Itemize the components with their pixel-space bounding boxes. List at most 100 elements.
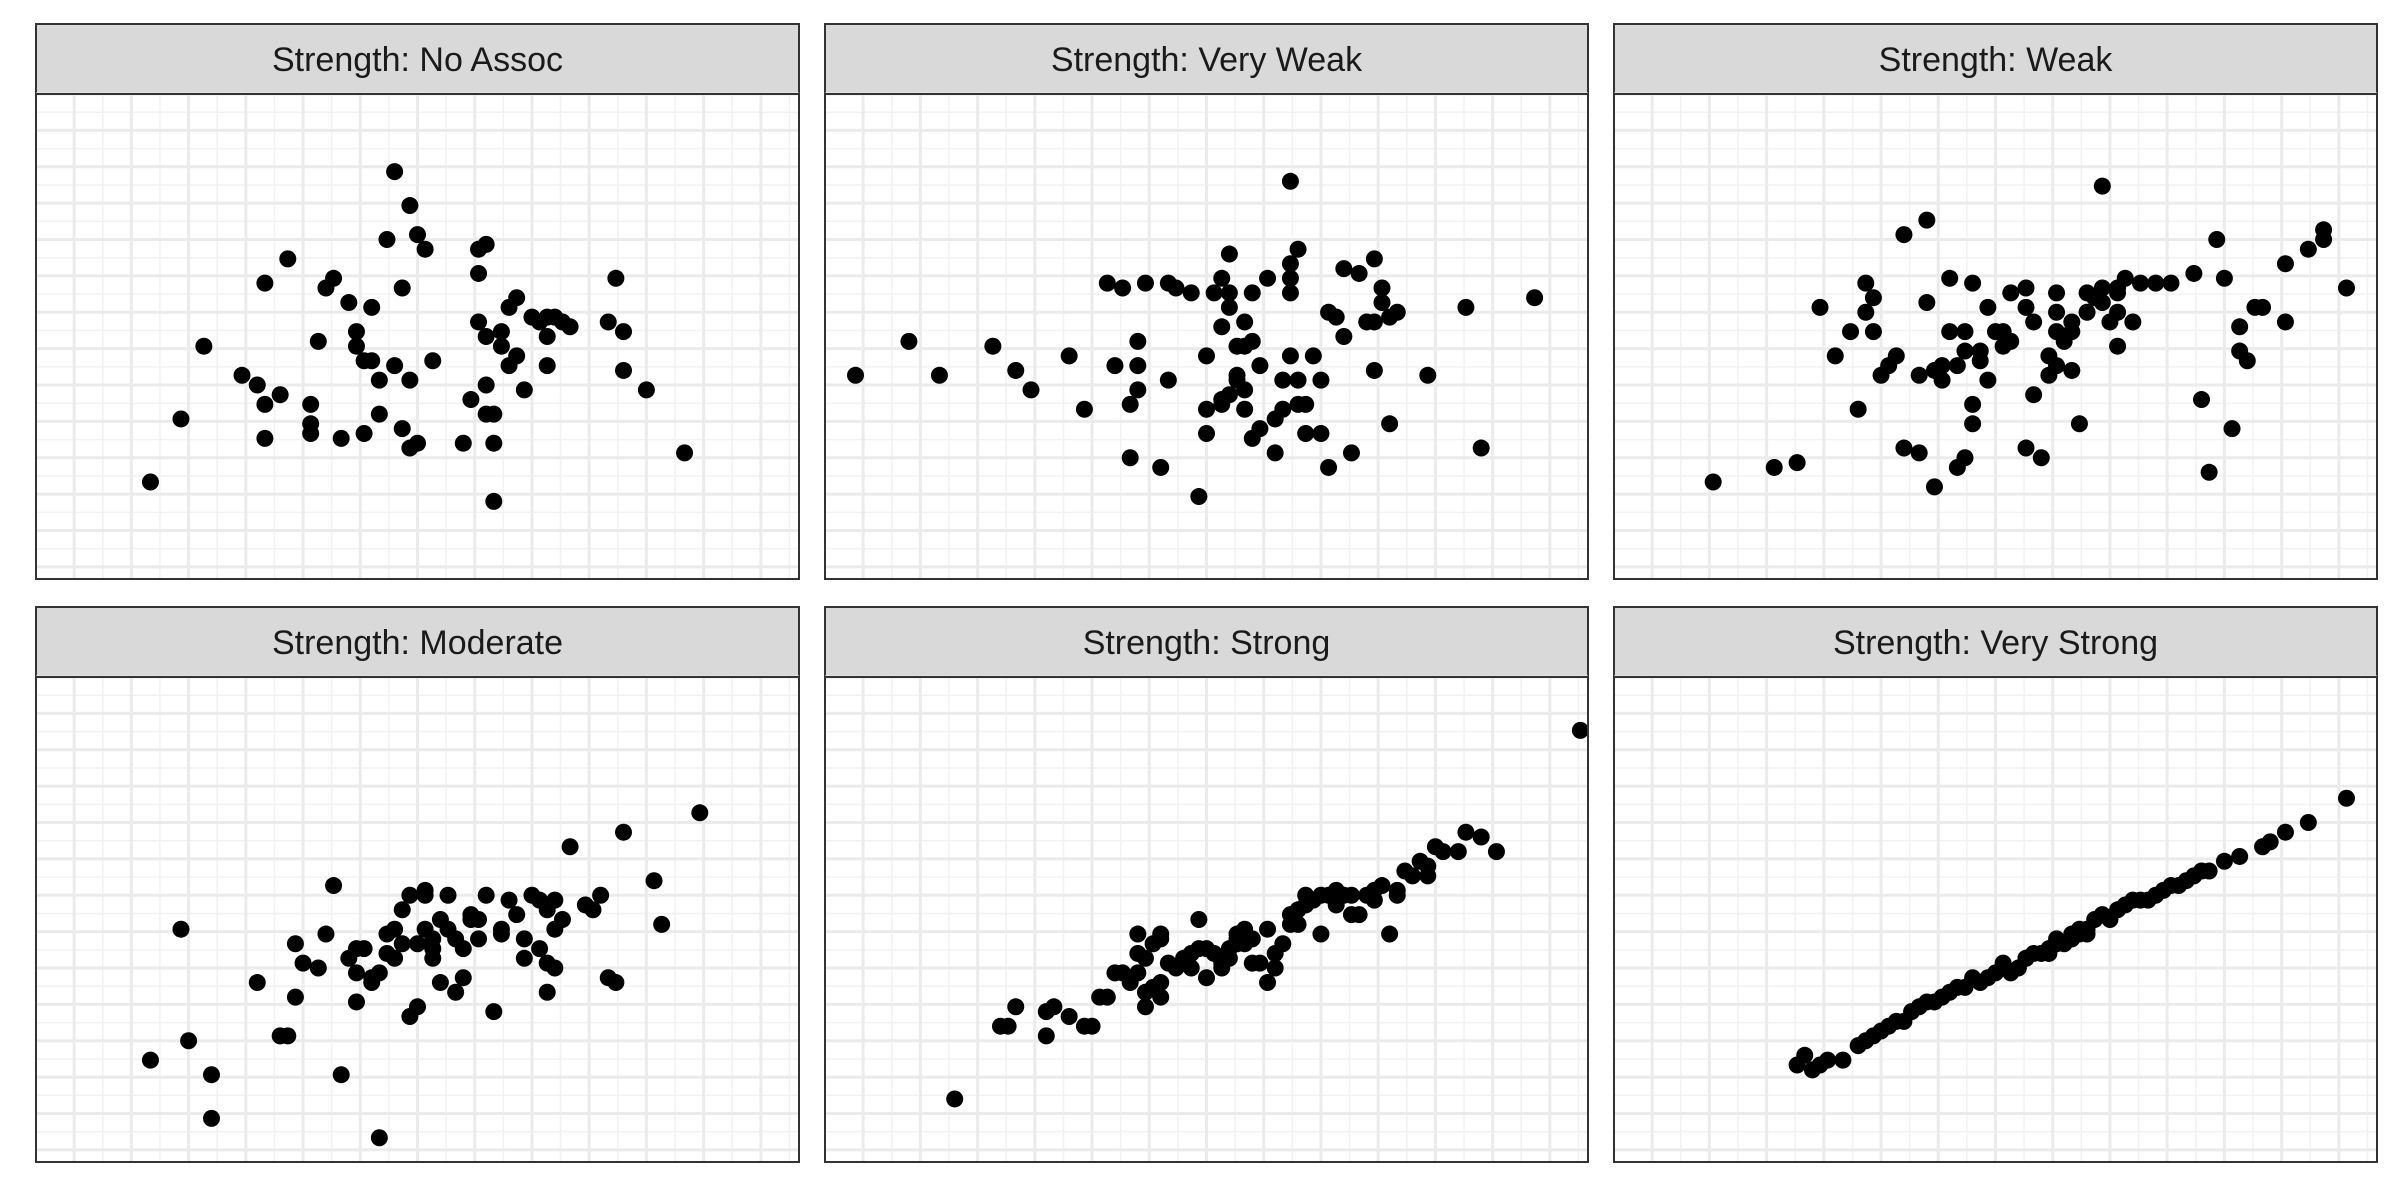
scatter-point <box>1381 925 1399 943</box>
scatter-point <box>1312 925 1330 943</box>
scatter-point <box>1297 425 1315 442</box>
scatter-point <box>1152 930 1170 948</box>
scatter-point <box>2193 391 2211 409</box>
scatter-point <box>347 993 365 1011</box>
scatter-point <box>691 804 709 822</box>
scatter-point <box>1320 458 1338 476</box>
scatter-point <box>1281 347 1299 365</box>
scatter-point <box>1571 721 1589 739</box>
scatter-point <box>1159 371 1177 389</box>
scatter-point <box>1213 318 1231 336</box>
scatter-point <box>1274 400 1292 418</box>
scatter-point <box>599 313 617 331</box>
scatter-point <box>470 313 488 331</box>
scatter-point <box>302 425 320 442</box>
scatter-point <box>1335 260 1353 278</box>
scatter-point <box>2116 269 2134 287</box>
scatter-point <box>900 332 918 350</box>
scatter-point <box>401 197 419 215</box>
facet-strip <box>35 23 800 95</box>
scatter-point <box>515 381 533 399</box>
scatter-point <box>1857 303 1875 321</box>
scatter-point <box>1765 458 1783 476</box>
scatter-point <box>2093 177 2111 195</box>
scatter-point <box>485 434 503 452</box>
scatter-point <box>615 323 633 341</box>
scatter-point <box>508 347 526 365</box>
scatter-point <box>2093 279 2111 297</box>
scatter-point <box>454 969 472 987</box>
scatter-point <box>424 352 442 370</box>
scatter-point <box>1956 449 1974 467</box>
scatter-point <box>1842 323 1860 341</box>
scatter-point <box>409 226 426 244</box>
scatter-point <box>1281 269 1299 287</box>
scatter-point <box>1259 920 1277 938</box>
scatter-point <box>294 954 312 972</box>
scatter-point <box>2200 463 2218 481</box>
scatter-point <box>416 240 434 258</box>
scatter-point <box>1373 294 1391 312</box>
scatter-point <box>1449 843 1467 861</box>
scatter-point <box>1864 289 1882 307</box>
scatter-point <box>676 444 694 462</box>
scatter-point <box>1152 974 1170 992</box>
scatter-point <box>515 930 533 948</box>
scatter-point <box>393 901 411 919</box>
facet-title: Strength: Very Weak <box>1051 41 1363 79</box>
scatter-point <box>393 935 411 953</box>
scatter-point <box>1864 323 1882 341</box>
scatter-point <box>2048 357 2066 375</box>
scatter-point <box>401 886 419 904</box>
scatter-point <box>1075 400 1093 418</box>
scatter-point <box>1419 857 1437 875</box>
scatter-point <box>1964 395 1982 413</box>
scatter-point <box>508 906 526 924</box>
scatter-point <box>1849 400 1867 418</box>
scatter-point <box>256 274 274 292</box>
scatter-point <box>386 949 404 967</box>
scatter-points <box>847 172 1544 506</box>
scatter-point <box>2002 284 2020 302</box>
scatter-point <box>202 1066 220 1084</box>
scatter-point <box>309 332 327 350</box>
scatter-point <box>2025 386 2043 404</box>
scatter-point <box>1457 823 1475 841</box>
scatter-point <box>1487 843 1505 861</box>
scatter-point <box>1404 867 1422 885</box>
scatter-point <box>2070 415 2088 433</box>
scatter-point <box>271 386 289 404</box>
scatter-point <box>2185 264 2203 282</box>
scatter-point <box>2025 313 2043 331</box>
scatter-point <box>492 925 510 943</box>
scatter-point <box>370 1129 388 1147</box>
facet-panel-1: Strength: No Assoc <box>35 23 800 580</box>
scatter-point <box>2032 449 2050 467</box>
scatter-point <box>1327 308 1345 326</box>
scatter-point <box>454 434 472 452</box>
scatter-point <box>1083 1017 1101 1035</box>
scatter-point <box>2048 284 2066 302</box>
scatter-point <box>233 366 251 384</box>
scatter-point <box>1129 925 1147 943</box>
scatter-point <box>1129 964 1147 982</box>
scatter-point <box>340 294 358 312</box>
scatter-point <box>332 429 350 447</box>
scatter-point <box>1964 415 1982 433</box>
scatter-point <box>1381 415 1399 433</box>
scatter-point <box>1098 988 1116 1006</box>
scatter-point <box>1243 284 1261 302</box>
scatter-point <box>1236 400 1254 418</box>
scatter-point <box>2200 862 2218 880</box>
scatter-points <box>141 163 694 510</box>
scatter-point <box>1136 274 1154 292</box>
scatter-point <box>984 337 1002 355</box>
scatter-point <box>645 872 663 890</box>
scatter-point <box>1198 425 1215 442</box>
scatter-point <box>477 328 495 345</box>
scatter-point <box>1457 298 1475 316</box>
scatter-point <box>1887 347 1905 365</box>
scatter-point <box>370 371 388 389</box>
scatter-point <box>1198 347 1215 365</box>
